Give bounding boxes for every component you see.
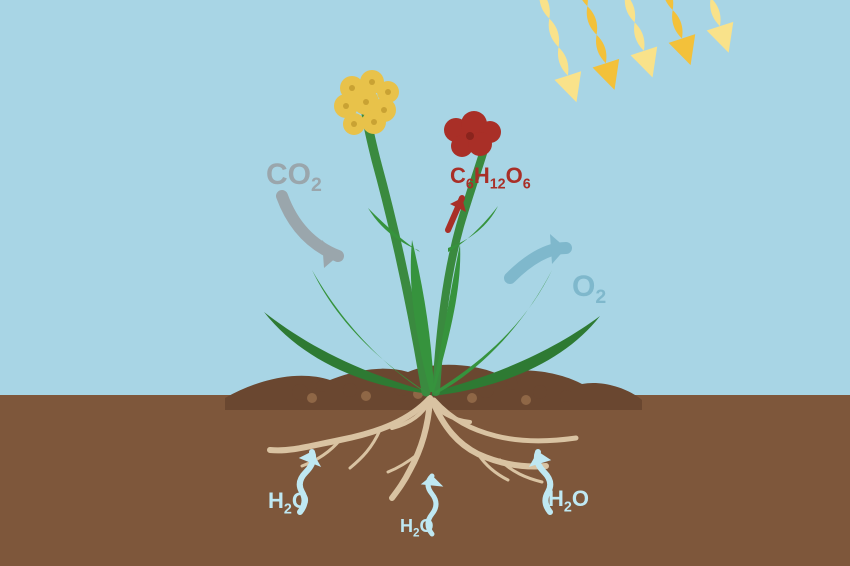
label-h2o-right: H2O: [548, 486, 589, 515]
photosynthesis-diagram: CO2 O2 C6H12O6 H2O H2O H2O: [0, 0, 850, 566]
label-co2: CO2: [266, 158, 322, 197]
sugar-arrow: [448, 198, 466, 230]
label-h2o-left: H2O: [268, 488, 309, 517]
label-o2: O2: [572, 270, 606, 309]
co2-arrow: [282, 196, 338, 268]
label-h2o-center: H2O: [400, 516, 434, 540]
arrows: [0, 0, 850, 566]
o2-arrow: [510, 234, 566, 278]
label-sugar: C6H12O6: [450, 163, 531, 192]
